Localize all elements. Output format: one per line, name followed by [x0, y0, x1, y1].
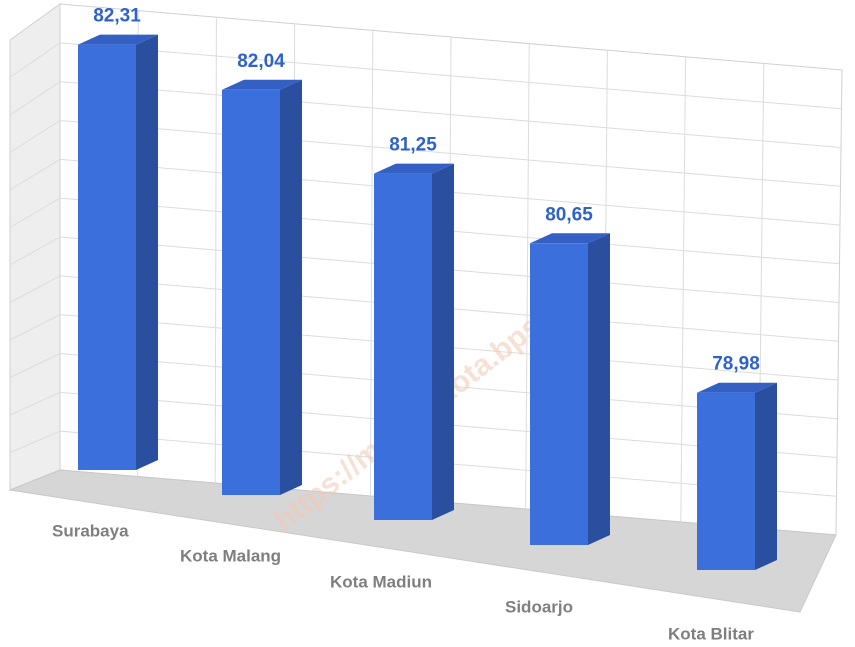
- bar-side: [755, 382, 777, 570]
- side-grid-line: [9, 275, 61, 303]
- side-grid-line: [9, 353, 61, 378]
- wall-grid-line: [369, 30, 374, 497]
- bar-side: [136, 34, 158, 471]
- side-grid-line: [9, 236, 61, 266]
- bar-side: [588, 233, 610, 545]
- side-grid-line: [9, 391, 61, 416]
- bar-top: [78, 34, 158, 45]
- side-grid-line: [9, 197, 61, 228]
- side-grid-line: [9, 158, 61, 191]
- side-grid-line: [9, 430, 61, 453]
- bar: [374, 173, 432, 520]
- bar: [697, 392, 755, 570]
- side-grid-line: [9, 120, 61, 153]
- value-label: 80,65: [545, 204, 593, 225]
- value-label: 82,31: [93, 6, 141, 27]
- x-tick-label: Kota Blitar: [668, 624, 754, 643]
- wall-grid-line: [525, 43, 530, 510]
- bar: [78, 44, 136, 471]
- wall-grid-line: [214, 17, 217, 484]
- side-grid-line: [9, 42, 61, 78]
- value-label: 82,04: [237, 51, 285, 72]
- x-tick-label: Sidoarjo: [505, 597, 573, 616]
- value-label: 78,98: [712, 354, 760, 375]
- value-label: 81,25: [389, 135, 437, 156]
- bar-top: [697, 382, 777, 393]
- bar-top: [530, 233, 610, 244]
- bar: [530, 243, 588, 545]
- side-grid-line: [9, 314, 61, 341]
- bar-top: [222, 79, 302, 90]
- x-tick-label: Kota Madiun: [330, 572, 432, 591]
- bar-side: [432, 163, 454, 520]
- side-grid-line: [9, 81, 61, 116]
- bar-side: [280, 79, 302, 495]
- wall-grid-line: [680, 56, 687, 523]
- x-tick-label: Surabaya: [52, 521, 129, 540]
- bar-top: [374, 163, 454, 174]
- x-tick-label: Kota Malang: [180, 546, 281, 565]
- bar: [222, 89, 280, 495]
